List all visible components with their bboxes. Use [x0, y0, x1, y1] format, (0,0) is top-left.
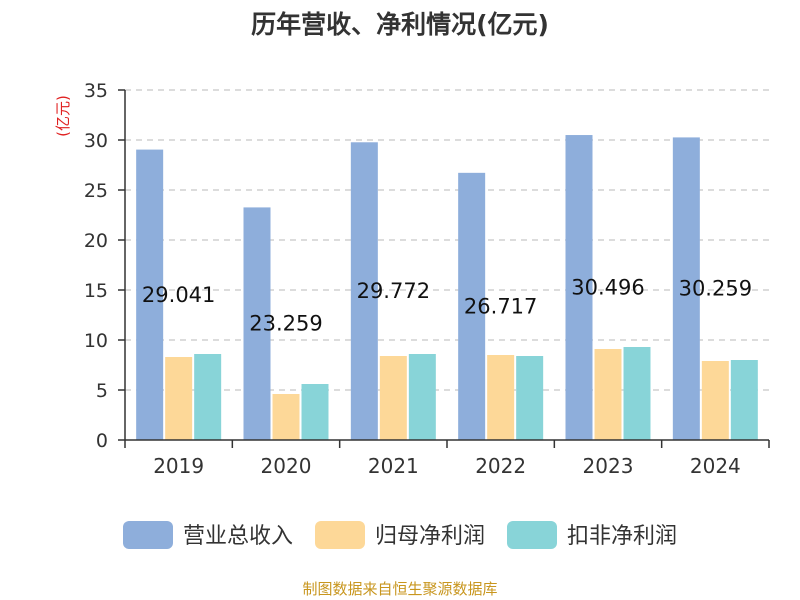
source-note: 制图数据来自恒生聚源数据库: [302, 580, 497, 598]
legend-item-1[interactable]: 营业总收入: [123, 521, 293, 549]
axes: 0 5 10 15 20 25 30 35 2019 2020 2021 2022 2023 2024: [84, 80, 770, 478]
y-tick-label: 15: [84, 280, 108, 302]
data-label-2021: 29.772: [357, 279, 430, 303]
legend-label-1: 营业总收入: [183, 524, 293, 549]
y-tick-label: 30: [84, 130, 108, 152]
bar-2019-2: [165, 357, 193, 440]
y-tick-label: 0: [96, 430, 108, 452]
data-label-2024: 30.259: [679, 277, 752, 301]
grid-lines: [125, 89, 769, 391]
chart-title: 历年营收、净利情况(亿元): [251, 10, 549, 39]
bar-2023-2: [594, 349, 622, 440]
legend[interactable]: 营业总收入 归母净利润 扣非净利润: [123, 521, 677, 549]
x-tick-label-2020: 2020: [261, 454, 312, 478]
bar-2019-1: [136, 149, 164, 440]
x-tick-label-2023: 2023: [583, 454, 634, 478]
legend-item-2[interactable]: 归母净利润: [315, 521, 485, 549]
bar-2024-1: [672, 137, 700, 440]
bar-2020-1: [243, 207, 271, 440]
x-tick-label-2019: 2019: [153, 454, 204, 478]
bar-2020-2: [272, 394, 300, 440]
bar-2019-3: [194, 354, 222, 440]
legend-label-2: 归母净利润: [375, 524, 485, 549]
data-label-2023: 30.496: [571, 276, 644, 300]
y-tick-label: 5: [96, 380, 108, 402]
bar-2021-1: [350, 142, 378, 440]
legend-swatch-3: [507, 521, 557, 549]
bar-2022-1: [458, 172, 486, 440]
legend-swatch-2: [315, 521, 365, 549]
y-tick-label: 35: [84, 80, 108, 102]
bar-2020-3: [301, 384, 329, 440]
data-labels: 29.041 23.259 29.772 26.717 30.496 30.259: [142, 276, 752, 336]
data-label-2020: 23.259: [249, 312, 322, 336]
x-tick-label-2022: 2022: [475, 454, 526, 478]
bar-2022-2: [487, 355, 515, 440]
y-axis-unit: (亿元): [54, 95, 72, 137]
bar-2023-1: [565, 135, 593, 441]
legend-item-3[interactable]: 扣非净利润: [507, 521, 677, 549]
bar-2022-3: [516, 356, 544, 440]
y-tick-label: 20: [84, 230, 108, 252]
bar-2021-3: [408, 354, 436, 440]
data-label-2022: 26.717: [464, 294, 537, 318]
y-tick-label: 25: [84, 180, 108, 202]
legend-label-3: 扣非净利润: [567, 524, 677, 549]
legend-swatch-1: [123, 521, 173, 549]
bar-2024-2: [701, 361, 729, 440]
x-tick-label-2021: 2021: [368, 454, 419, 478]
bar-2021-2: [379, 356, 407, 440]
x-tick-label-2024: 2024: [690, 454, 741, 478]
data-label-2019: 29.041: [142, 283, 215, 307]
y-tick-label: 10: [84, 330, 108, 352]
bar-2023-3: [623, 347, 651, 440]
bar-2024-3: [730, 360, 758, 440]
bars: [136, 135, 758, 441]
